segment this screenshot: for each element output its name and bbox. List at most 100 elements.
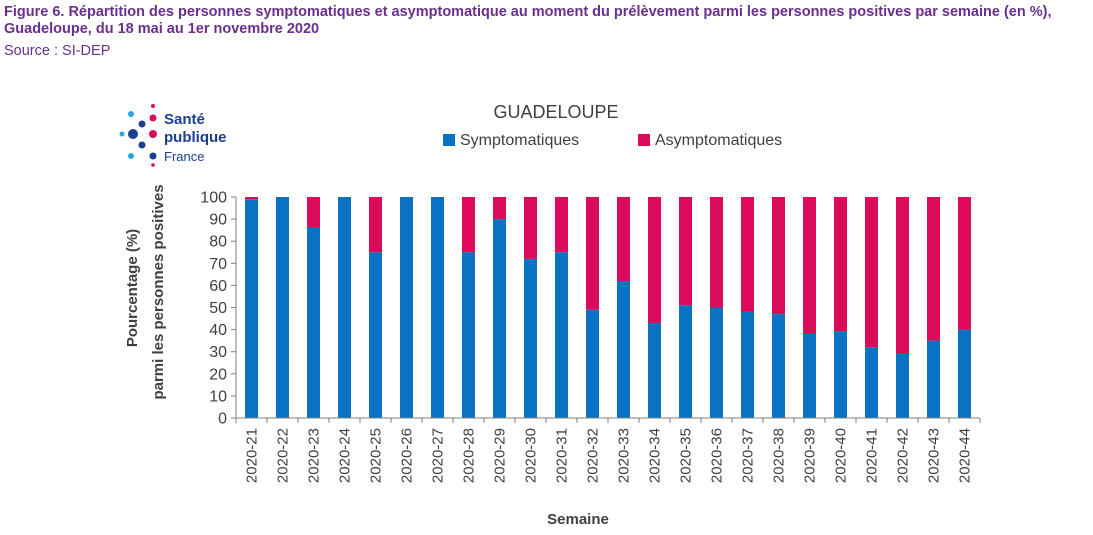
bar-asymptomatic [772,197,785,315]
bar-symptomatic [462,252,475,418]
bar-symptomatic [400,197,413,418]
x-tick-label: 2020-31 [554,428,571,483]
bar-asymptomatic [555,197,568,253]
y-tick-label: 10 [209,388,227,405]
bar-asymptomatic [617,197,630,281]
y-axis-label-line2: parmi les personnes positives [150,184,167,399]
logo-dot [151,163,155,167]
logo-dot [138,141,146,149]
bar-symptomatic [245,199,258,418]
bar-asymptomatic [462,197,475,253]
y-tick-label: 60 [209,278,227,295]
x-tick-label: 2020-40 [833,428,850,483]
bar-symptomatic [803,334,816,418]
bar-symptomatic [865,347,878,418]
bar-asymptomatic [710,197,723,308]
bar-symptomatic [369,252,382,418]
bar-asymptomatic [958,197,971,330]
bar-symptomatic [307,227,320,418]
bar-asymptomatic [524,197,537,259]
x-tick-label: 2020-42 [895,428,912,483]
x-tick-label: 2020-23 [306,428,323,483]
bar-asymptomatic [927,197,940,341]
bar-symptomatic [927,340,940,418]
logo-dot [151,104,155,108]
x-tick-label: 2020-43 [926,428,943,483]
x-tick-label: 2020-39 [802,428,819,483]
x-tick-label: 2020-34 [647,428,664,483]
y-tick-label: 70 [209,256,227,273]
x-tick-label: 2020-35 [678,428,695,483]
logo-dot [128,111,134,117]
x-tick-label: 2020-25 [368,428,385,483]
x-tick-label: 2020-30 [523,428,540,483]
bar-symptomatic [431,197,444,418]
figure-source: Source : SI-DEP [4,43,111,59]
y-tick-label: 100 [200,190,227,207]
plot-area: 0 10 20 30 40 50 60 70 80 90 100 2020-21 2020-22 2020… [200,190,981,483]
logo-dot [128,129,138,139]
bar-symptomatic [772,314,785,418]
bar-asymptomatic [369,197,382,253]
x-tick-label: 2020-33 [616,428,633,483]
x-tick-label: 2020-32 [585,428,602,483]
bar-symptomatic [896,353,909,418]
legend-label-asymptomatic: Asymptomatiques [655,132,782,149]
logo-dot [138,120,146,128]
bar-symptomatic [524,258,537,418]
chart-title: GUADELOUPE [493,102,618,122]
bar-symptomatic [617,280,630,418]
chart-legend: Symptomatiques Asymptomatiques [443,132,782,149]
bar-asymptomatic [679,197,692,306]
x-tick-label: 2020-26 [399,428,416,483]
bar-asymptomatic [896,197,909,354]
legend-label-symptomatic: Symptomatiques [460,132,579,149]
bar-asymptomatic [245,197,258,200]
x-tick-label: 2020-29 [492,428,509,483]
bar-asymptomatic [493,197,506,220]
bar-symptomatic [958,329,971,418]
x-tick-label: 2020-44 [957,428,974,483]
bar-symptomatic [834,331,847,418]
bar-symptomatic [586,309,599,418]
sante-publique-france-logo: Santé publique France [119,104,227,167]
logo-line3: France [164,149,204,164]
y-tick-label: 30 [209,344,227,361]
logo-line2: publique [164,129,227,146]
x-tick-label: 2020-41 [864,428,881,483]
logo-dot [119,131,125,137]
bar-symptomatic [555,252,568,418]
y-tick-label: 80 [209,234,227,251]
logo-dot [149,114,157,122]
logo-dot [149,130,157,138]
bar-symptomatic [710,307,723,418]
bar-symptomatic [338,197,351,418]
y-tick-label: 90 [209,212,227,229]
logo-dot [128,153,134,159]
legend-swatch-asymptomatic [638,134,650,146]
x-tick-label: 2020-24 [337,428,354,483]
bar-asymptomatic [648,197,661,323]
bar-asymptomatic [741,197,754,312]
bar-asymptomatic [586,197,599,310]
y-tick-label: 50 [209,300,227,317]
bar-asymptomatic [307,197,320,228]
y-axis-label-line1: Pourcentage (%) [124,229,141,347]
x-tick-label: 2020-36 [709,428,726,483]
logo-line1: Santé [164,111,205,128]
x-axis-label: Semaine [547,511,609,528]
x-tick-label: 2020-38 [771,428,788,483]
bar-asymptomatic [803,197,816,335]
y-tick-label: 0 [218,411,227,428]
logo-dot [149,152,157,160]
x-tick-label: 2020-28 [461,428,478,483]
x-tick-label: 2020-27 [430,428,447,483]
bar-asymptomatic [834,197,847,332]
bar-symptomatic [493,219,506,418]
x-tick-label: 2020-37 [740,428,757,483]
figure-caption: Figure 6. Répartition des personnes symp… [4,4,1052,37]
bar-symptomatic [648,322,661,418]
x-tick-label: 2020-22 [275,428,292,483]
bar-symptomatic [679,305,692,418]
